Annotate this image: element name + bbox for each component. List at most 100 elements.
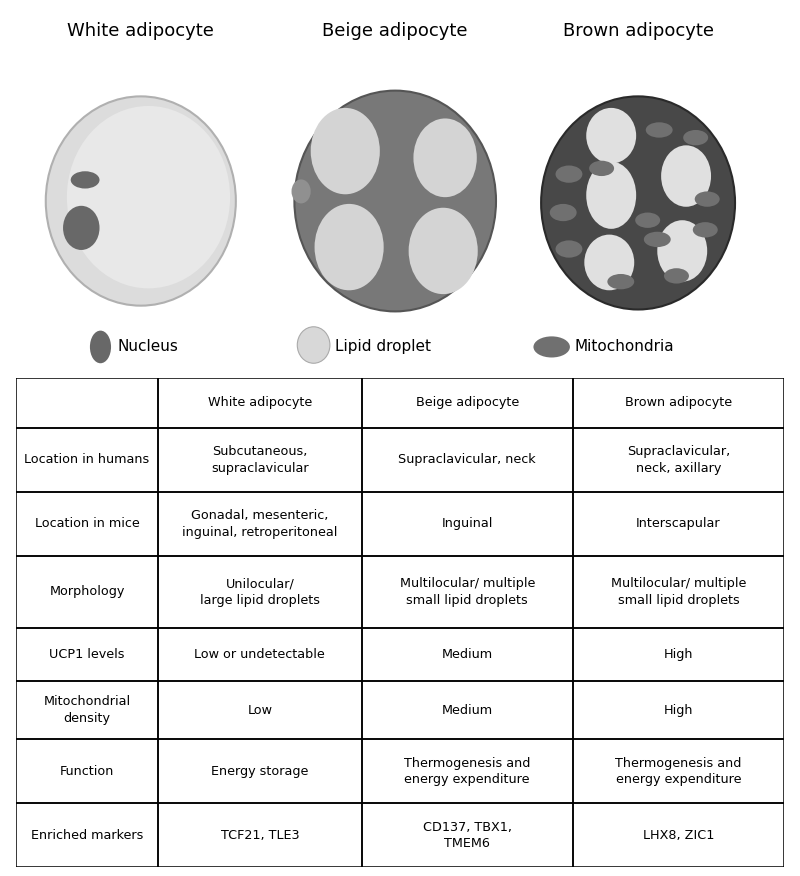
Ellipse shape (555, 166, 582, 183)
Text: Unilocular/
large lipid droplets: Unilocular/ large lipid droplets (200, 577, 320, 607)
Text: Mitochondrial
density: Mitochondrial density (43, 696, 130, 725)
Text: Location in humans: Location in humans (25, 454, 150, 466)
Text: Medium: Medium (442, 703, 493, 717)
Text: Inguinal: Inguinal (442, 518, 493, 530)
Text: High: High (664, 703, 693, 717)
Bar (16, 492, 158, 556)
Bar (362, 628, 573, 681)
Ellipse shape (646, 123, 673, 138)
Bar (16, 378, 158, 428)
Ellipse shape (683, 130, 708, 145)
Bar (573, 492, 784, 556)
Text: Multilocular/ multiple
small lipid droplets: Multilocular/ multiple small lipid dropl… (610, 577, 746, 607)
Bar (573, 378, 784, 428)
Ellipse shape (541, 96, 735, 309)
Text: Subcutaneous,
supraclavicular: Subcutaneous, supraclavicular (211, 445, 309, 475)
Text: TCF21, TLE3: TCF21, TLE3 (221, 829, 299, 842)
Ellipse shape (310, 108, 380, 194)
Bar (362, 378, 573, 428)
Text: White adipocyte: White adipocyte (208, 397, 312, 409)
Text: Location in mice: Location in mice (34, 518, 139, 530)
Ellipse shape (584, 235, 634, 290)
Bar (16, 803, 158, 867)
Ellipse shape (586, 162, 636, 229)
Bar (158, 492, 362, 556)
Text: Supraclavicular, neck: Supraclavicular, neck (398, 454, 536, 466)
Ellipse shape (67, 106, 230, 288)
Bar (16, 681, 158, 739)
Bar (573, 556, 784, 628)
Text: Brown adipocyte: Brown adipocyte (625, 397, 732, 409)
Bar (573, 803, 784, 867)
Bar (362, 739, 573, 803)
Bar (573, 628, 784, 681)
Ellipse shape (63, 206, 99, 250)
Bar (158, 428, 362, 492)
Text: Enriched markers: Enriched markers (31, 829, 143, 842)
Text: Low: Low (247, 703, 272, 717)
Text: Low or undetectable: Low or undetectable (194, 648, 326, 661)
Ellipse shape (409, 208, 478, 294)
Ellipse shape (555, 240, 582, 258)
Ellipse shape (291, 180, 310, 203)
Ellipse shape (693, 223, 718, 237)
Text: Multilocular/ multiple
small lipid droplets: Multilocular/ multiple small lipid dropl… (399, 577, 535, 607)
Ellipse shape (534, 336, 570, 357)
Bar (573, 428, 784, 492)
Text: White adipocyte: White adipocyte (67, 23, 214, 40)
Bar (573, 681, 784, 739)
Text: Gonadal, mesenteric,
inguinal, retroperitoneal: Gonadal, mesenteric, inguinal, retroperi… (182, 509, 338, 539)
Bar (362, 492, 573, 556)
Text: Energy storage: Energy storage (211, 765, 309, 778)
Text: Function: Function (60, 765, 114, 778)
Text: Nucleus: Nucleus (118, 339, 178, 355)
Text: LHX8, ZIC1: LHX8, ZIC1 (642, 829, 714, 842)
Text: Lipid droplet: Lipid droplet (334, 339, 430, 355)
Ellipse shape (586, 108, 636, 164)
Text: Beige adipocyte: Beige adipocyte (322, 23, 468, 40)
Bar (158, 378, 362, 428)
Ellipse shape (589, 160, 614, 176)
Text: Mitochondria: Mitochondria (574, 339, 674, 355)
Bar (573, 739, 784, 803)
Bar (158, 739, 362, 803)
Text: CD137, TBX1,
TMEM6: CD137, TBX1, TMEM6 (422, 821, 512, 850)
Ellipse shape (658, 220, 707, 282)
Bar (158, 803, 362, 867)
Text: Beige adipocyte: Beige adipocyte (415, 397, 519, 409)
Ellipse shape (70, 171, 99, 188)
Ellipse shape (314, 204, 384, 290)
Ellipse shape (661, 145, 711, 207)
Text: Morphology: Morphology (50, 585, 125, 598)
Ellipse shape (298, 327, 330, 364)
Ellipse shape (607, 274, 634, 289)
Ellipse shape (635, 213, 660, 228)
Ellipse shape (550, 204, 577, 221)
Ellipse shape (90, 330, 111, 364)
Bar (16, 428, 158, 492)
Ellipse shape (414, 118, 477, 197)
Ellipse shape (644, 232, 670, 247)
Ellipse shape (46, 96, 236, 306)
Ellipse shape (694, 192, 720, 207)
Bar (16, 628, 158, 681)
Bar (362, 556, 573, 628)
Text: Thermogenesis and
energy expenditure: Thermogenesis and energy expenditure (404, 757, 530, 786)
Text: Medium: Medium (442, 648, 493, 661)
Bar (16, 739, 158, 803)
Bar (158, 681, 362, 739)
Bar (158, 628, 362, 681)
Text: Supraclavicular,
neck, axillary: Supraclavicular, neck, axillary (626, 445, 730, 475)
Ellipse shape (294, 90, 496, 311)
Text: UCP1 levels: UCP1 levels (50, 648, 125, 661)
Bar (362, 428, 573, 492)
Bar (362, 681, 573, 739)
Bar (158, 556, 362, 628)
Text: Interscapular: Interscapular (636, 518, 721, 530)
Text: High: High (664, 648, 693, 661)
Ellipse shape (664, 268, 689, 284)
Text: Thermogenesis and
energy expenditure: Thermogenesis and energy expenditure (615, 757, 742, 786)
Bar (16, 556, 158, 628)
Text: Brown adipocyte: Brown adipocyte (562, 23, 714, 40)
Bar (362, 803, 573, 867)
